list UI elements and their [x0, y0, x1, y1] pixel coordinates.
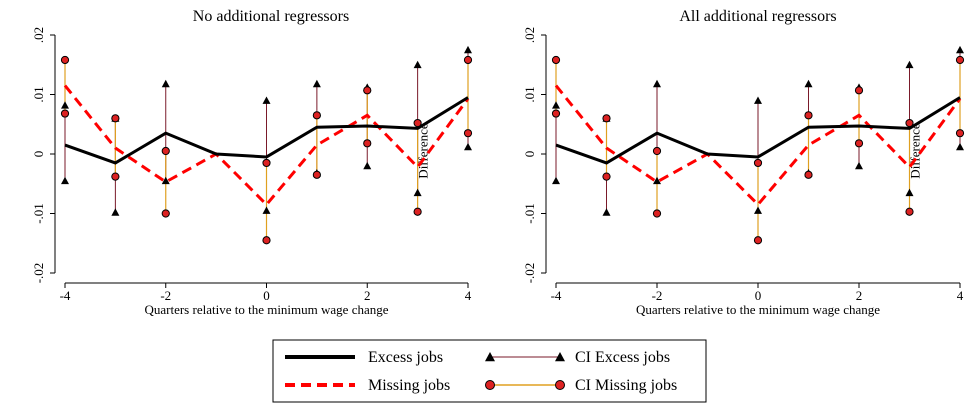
x-tick-label: 0 — [263, 288, 270, 303]
ci-excess-low-marker — [956, 142, 964, 151]
ci-missing-high-marker — [363, 86, 372, 95]
y-tick-label: -.02 — [522, 263, 537, 284]
ci-missing-high-marker — [312, 111, 321, 120]
legend-label: Excess jobs — [368, 349, 443, 366]
ci-excess-high-marker — [312, 79, 321, 88]
ci-missing-low-marker — [413, 207, 422, 216]
ci-missing-low-marker — [905, 207, 914, 216]
ci-excess-low-marker — [754, 206, 762, 214]
ci-missing-low-marker — [262, 236, 271, 245]
ci-excess-low-marker — [905, 188, 914, 197]
panel-all-additional-regressors: All additional regressors -.02 -.01 0 .01 .02… — [522, 8, 965, 317]
y-tick-label: -.02 — [31, 263, 46, 284]
x-tick-label: -2 — [160, 288, 171, 303]
legend-swatch-ci-excess-marker-left — [485, 352, 495, 362]
ci-missing-high-marker — [753, 158, 763, 168]
ci-missing-low-marker — [753, 236, 763, 245]
series-excess-jobs-line — [64, 96, 469, 165]
ci-missing-high-marker — [161, 146, 170, 156]
ci-missing-high-marker — [551, 55, 561, 65]
legend-swatch-ci-excess-marker-right — [555, 352, 565, 362]
ci-excess-high-marker — [161, 79, 170, 88]
ci-excess-low-marker — [61, 176, 69, 185]
ci-missing-low-marker — [363, 139, 372, 148]
legend-label: Missing jobs — [368, 377, 450, 394]
ci-excess-high-marker — [754, 96, 762, 104]
legend-swatch-ci-missing-marker-left — [485, 380, 495, 390]
ci-missing-low-marker — [652, 209, 662, 218]
ci-excess-high-marker — [653, 79, 661, 88]
y-tick-label: -.01 — [31, 203, 46, 224]
ci-missing-high-marker — [413, 118, 422, 128]
ci-missing-low-marker — [955, 129, 965, 138]
y-tick-label: .01 — [31, 86, 46, 102]
series-missing-jobs-line — [554, 84, 962, 207]
ci-excess-low-marker — [855, 161, 863, 170]
ci-missing-high-marker — [262, 158, 271, 168]
ci-excess-high-marker — [413, 60, 422, 69]
ci-missing-low-marker — [161, 209, 170, 218]
ci-missing-low-marker — [854, 139, 864, 148]
ci-excess-low-marker — [111, 208, 120, 216]
ci-excess-high-marker — [905, 60, 914, 69]
legend-label: CI Missing jobs — [575, 377, 677, 394]
chart-title: No additional regressors — [193, 8, 349, 25]
ci-excess-low-marker — [464, 142, 472, 151]
ci-excess-low-marker — [413, 188, 422, 197]
x-tick-label: -4 — [60, 288, 71, 303]
y-tick-label: .01 — [522, 86, 537, 102]
x-tick-label: 4 — [957, 288, 964, 303]
y-tick-label: .02 — [522, 27, 537, 43]
x-tick-label: 2 — [364, 288, 371, 303]
y-tick-label: 0 — [31, 151, 46, 158]
ci-excess-low-marker — [602, 208, 611, 216]
ci-missing-low-marker — [111, 172, 120, 181]
x-tick-label: 2 — [856, 288, 863, 303]
ci-excess-low-marker — [262, 206, 271, 214]
y-tick-label: 0 — [522, 151, 537, 158]
ci-excess-high-marker — [804, 79, 813, 88]
ci-missing-high-marker — [652, 146, 662, 156]
x-tick-label: -4 — [551, 288, 562, 303]
ci-excess-low-marker — [161, 176, 170, 185]
ci-missing-low-marker — [551, 109, 561, 118]
legend: Excess jobs CI Excess jobs Missing jobs CI … — [272, 339, 707, 403]
ci-excess-high-marker — [262, 96, 271, 104]
ci-excess-low-marker — [552, 176, 560, 185]
legend-box — [272, 339, 707, 403]
ci-missing-high-marker — [60, 55, 70, 65]
ci-excess-high-marker — [956, 45, 964, 54]
ci-missing-low-marker — [60, 109, 70, 118]
x-tick-label: 4 — [465, 288, 472, 303]
ci-missing-high-marker — [111, 114, 120, 123]
ci-excess-low-marker — [653, 176, 661, 185]
ci-missing-low-marker — [602, 172, 611, 181]
ci-missing-high-marker — [602, 114, 611, 123]
chart-title: All additional regressors — [679, 8, 836, 25]
series-missing-jobs-line — [63, 84, 470, 207]
x-tick-label: 0 — [755, 288, 762, 303]
series-excess-jobs-line — [555, 96, 961, 165]
ci-excess-high-marker — [464, 45, 472, 54]
ci-excess-high-marker — [552, 101, 560, 109]
legend-swatch-ci-missing-marker-right — [555, 380, 565, 390]
ci-missing-high-marker — [905, 118, 914, 128]
ci-missing-low-marker — [804, 170, 813, 179]
y-tick-label: .02 — [31, 27, 46, 43]
ci-missing-low-marker — [463, 129, 473, 138]
ci-missing-high-marker — [955, 55, 965, 65]
x-axis-label: Quarters relative to the minimum wage ch… — [144, 302, 388, 317]
legend-label: CI Excess jobs — [575, 349, 670, 366]
ci-excess-low-marker — [363, 161, 372, 170]
ci-excess-high-marker — [61, 101, 69, 109]
ci-missing-low-marker — [312, 170, 321, 179]
x-axis-label: Quarters relative to the minimum wage ch… — [636, 302, 880, 317]
ci-missing-high-marker — [463, 55, 473, 65]
ci-missing-high-marker — [854, 86, 864, 95]
ci-missing-high-marker — [804, 111, 813, 120]
x-tick-label: -2 — [652, 288, 663, 303]
y-tick-label: -.01 — [522, 203, 537, 224]
panel-no-additional-regressors: No additional regressors -.02 -.01 0 .01 .02 -… — [31, 8, 473, 317]
